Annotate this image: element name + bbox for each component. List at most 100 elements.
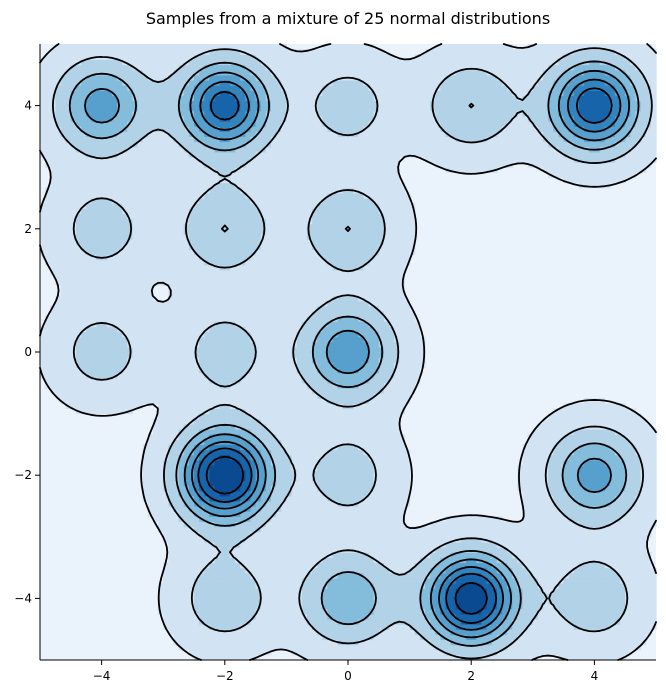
density-cell-2036 [548,547,554,553]
density-cell-3939 [229,423,236,430]
density-cell-1017 [229,598,236,605]
density-cell-2166 [255,536,262,543]
density-cell-2096 [378,541,385,548]
density-cell-4921 [368,357,375,363]
density-cell-731 [255,613,262,620]
density-cell-4249 [322,403,329,410]
density-cell-4553 [373,382,380,389]
density-cell-1945 [563,552,570,558]
density-cell-2778 [224,500,231,507]
density-cell-4487 [404,387,411,394]
density-cell-199 [414,644,421,651]
density-cell-869 [466,608,472,615]
density-cell-1507 [265,572,272,579]
density-cell-1840 [507,557,513,564]
density-cell-3875 [271,429,277,435]
density-cell-4379 [209,393,216,399]
density-cell-4831 [291,362,298,368]
density-cell-2446 [224,521,231,528]
density-cell-4355 [86,393,92,399]
density-cell-2553 [296,516,303,522]
density-cell-151 [620,649,626,656]
density-cell-825 [240,608,246,615]
density-cell-2466 [327,521,334,528]
density-cell-2793 [301,500,308,507]
density-cell-2077 [281,541,287,548]
density-cell-417 [594,634,601,641]
density-cell-2019 [460,547,467,553]
density-cell-1524 [353,572,359,579]
density-cell-3757 [553,439,560,445]
density-cell-2437 [178,521,185,528]
density-cell-4589 [188,377,195,384]
density-cell-2220 [532,536,539,543]
density-cell-2931 [209,490,216,497]
density-cell-2109 [445,541,452,548]
density-cell-735 [276,613,282,620]
density-cell-4262 [389,403,395,410]
density-cell-2740 [537,506,544,512]
density-cell-4674 [245,372,252,379]
density-cell-4725 [127,367,133,374]
density-cell-676 [466,618,472,625]
density-cell-1576 [620,572,626,579]
density-cell-549 [306,624,313,630]
density-cell-533 [224,624,231,630]
density-cell-2878 [337,495,344,502]
density-cell-617 [163,618,169,625]
density-cell-1031 [301,598,308,605]
density-cell-3808 [306,434,313,440]
density-cell-2197 [414,536,421,543]
density-cell-272 [322,639,329,646]
density-cell-3129 [527,480,534,487]
density-cell-3006 [194,485,200,492]
density-cell-2241 [640,536,647,543]
density-cell-679 [481,618,488,625]
density-cell-1860 [609,557,616,564]
density-cell-2644 [317,511,323,517]
density-cell-3596 [394,449,400,456]
density-cell-3279 [378,470,385,476]
density-cell-1108 [199,593,205,599]
density-cell-2200 [430,536,436,543]
density-cell-355 [276,634,282,641]
density-cell-3237 [163,470,169,476]
density-cell-4592 [204,377,210,384]
density-cell-1855 [584,557,590,564]
density-cell-4428 [101,387,108,394]
density-cell-4197 [609,408,616,415]
density-cell-95 [332,649,339,656]
density-cell-361 [306,634,313,641]
density-cell-3060 [579,485,585,492]
density-cell-3798 [255,434,262,440]
density-cell-2258 [245,531,252,538]
density-cell-2596 [579,516,585,522]
density-cell-2357 [260,526,267,533]
density-cell-3665 [348,444,354,451]
density-cell-1281 [589,588,595,594]
density-cell-1263 [496,588,503,594]
density-cell-729 [245,613,252,620]
density-cell-2671 [573,511,580,517]
density-cell-847 [353,608,359,615]
density-cell-2406 [512,526,518,533]
density-cell-2505 [553,521,560,528]
density-cell-1123 [276,593,282,599]
density-cell-4686 [306,372,313,379]
density-cell-4677 [260,372,267,379]
density-cell-927 [265,603,272,610]
density-cell-2436 [173,521,180,528]
density-cell-1202 [183,588,190,594]
density-cell-1900 [332,552,339,558]
density-cell-3591 [368,449,375,456]
density-cell-1331 [348,583,354,589]
density-cell-2810 [389,500,395,507]
density-cell-4506 [132,382,139,389]
density-cell-3109 [317,480,323,487]
density-cell-3822 [378,434,385,440]
density-cell-400 [507,634,513,641]
density-cell-3457 [594,459,601,466]
density-cell-384 [425,634,431,641]
density-cell-978 [527,603,534,610]
density-cell-1050 [399,598,406,605]
